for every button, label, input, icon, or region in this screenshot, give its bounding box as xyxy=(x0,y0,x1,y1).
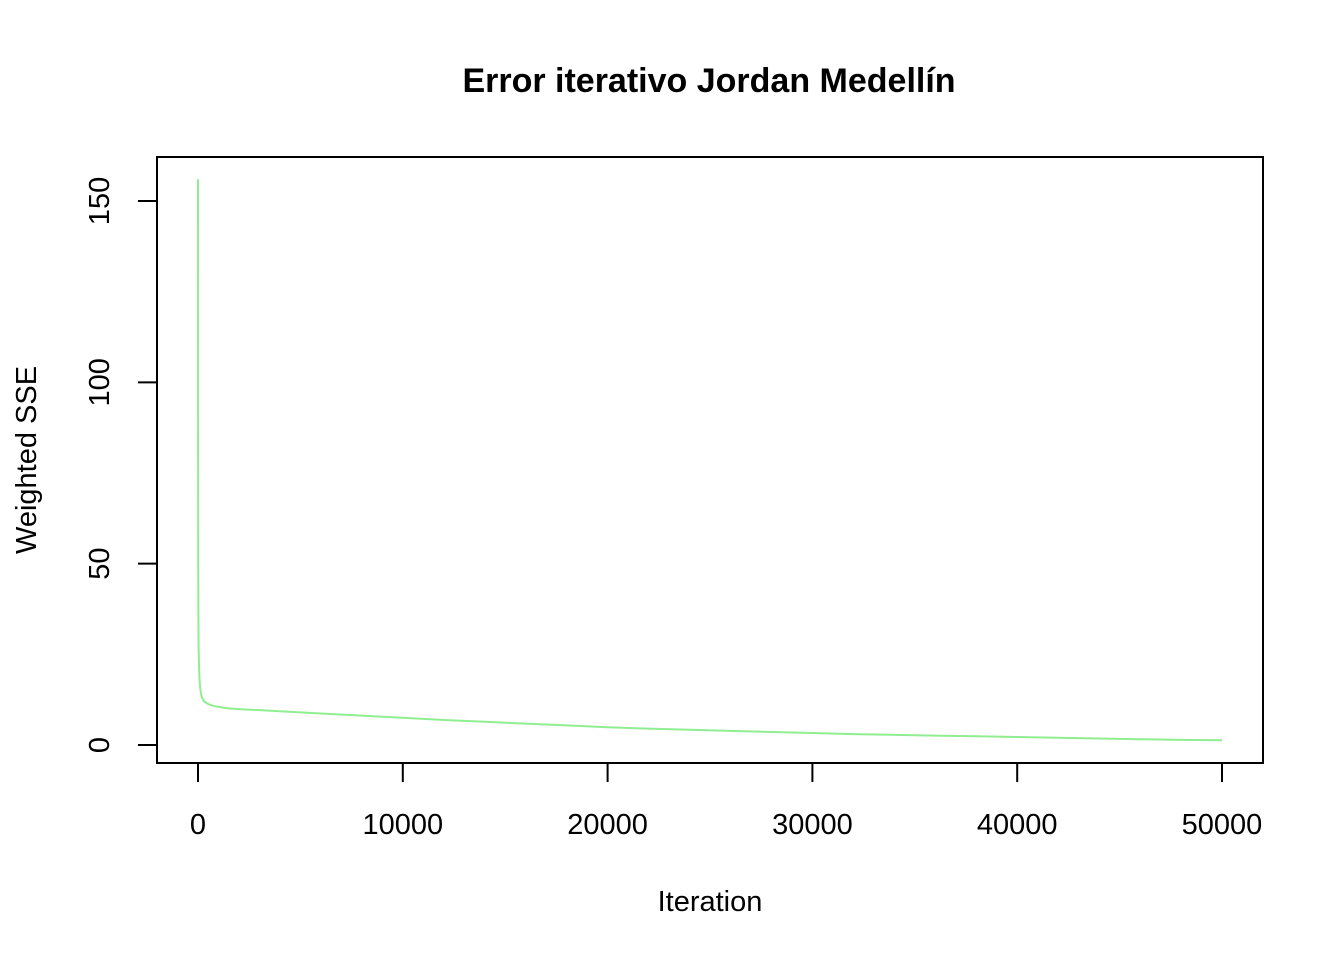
plot-area-border xyxy=(156,156,1264,764)
x-tick-label: 30000 xyxy=(772,809,853,841)
y-axis: 0 50 100 150 xyxy=(84,177,158,753)
x-tick-label: 10000 xyxy=(362,809,443,841)
series-line xyxy=(197,179,1223,742)
y-tick-label: 0 xyxy=(84,737,116,753)
y-axis-label: Weighted SSE xyxy=(11,366,43,554)
y-tick-label: 50 xyxy=(84,548,116,580)
x-tick-label: 50000 xyxy=(1182,809,1263,841)
series-layer xyxy=(197,179,1223,742)
x-tick-label: 40000 xyxy=(977,809,1058,841)
x-tick-label: 20000 xyxy=(567,809,648,841)
x-axis: 0 10000 20000 30000 40000 50000 xyxy=(190,762,1263,841)
y-tick-label: 100 xyxy=(84,358,116,406)
x-axis-label: Iteration xyxy=(658,886,763,918)
x-tick-label: 0 xyxy=(190,809,206,841)
y-tick-label: 150 xyxy=(84,177,116,225)
chart-title: Error iterativo Jordan Medellín xyxy=(462,62,955,100)
